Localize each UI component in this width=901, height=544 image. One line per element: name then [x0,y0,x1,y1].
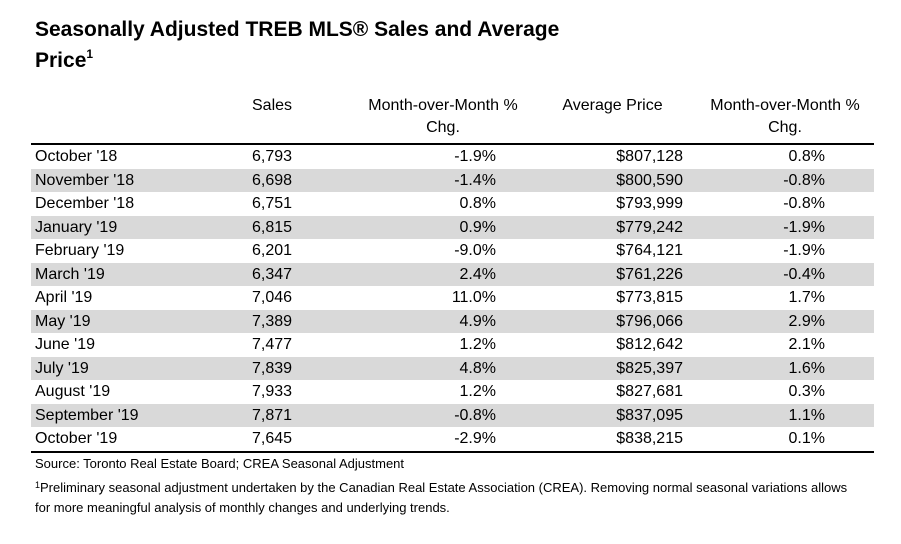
cell-month: July '19 [35,359,89,377]
cell-sales-change: 11.0% [451,289,496,306]
cell-price-change: -0.8% [783,171,825,189]
cell-average-price: $761,226 [616,265,683,283]
cell-sales: 7,839 [252,359,293,377]
cell-month: August '19 [35,383,111,400]
cell-month: March '19 [35,265,105,283]
cell-sales-change: 2.4% [459,265,496,283]
cell-month: June '19 [35,336,95,353]
table-top-rule [31,143,874,145]
cell-sales: 7,933 [252,383,293,400]
cell-sales-change: -9.0% [454,242,496,259]
cell-average-price: $764,121 [616,242,683,259]
footnote-marker: 1 [35,480,41,490]
cell-average-price: $827,681 [616,383,683,400]
cell-average-price: $812,642 [616,336,683,353]
table-row: October '19 7,645 -2.9% $838,215 0.1% [31,427,874,451]
footnote: 1Preliminary seasonal adjustment underta… [35,478,865,518]
header-sales-mom-change: Month-over-Month % Chg. [368,97,518,136]
cell-price-change: 0.1% [788,430,825,447]
table-row: May '19 7,389 4.9% $796,066 2.9% [31,309,874,333]
cell-sales-change: -1.9% [454,148,496,165]
table-title-text: Seasonally Adjusted TREB MLS® Sales and … [35,18,560,72]
cell-month: December '18 [35,195,135,212]
cell-sales-change: -2.9% [454,430,496,447]
table-row: January '19 6,815 0.9% $779,242 -1.9% [31,215,874,239]
cell-price-change: 0.3% [788,383,825,400]
cell-average-price: $837,095 [616,406,683,424]
cell-price-change: 1.6% [788,359,825,377]
table-row: July '19 7,839 4.8% $825,397 1.6% [31,356,874,380]
cell-sales-change: -1.4% [454,171,496,189]
cell-price-change: 1.7% [788,289,825,306]
cell-sales-change: -0.8% [454,406,496,424]
cell-sales: 7,477 [252,336,293,353]
cell-sales: 7,645 [252,430,293,447]
cell-sales-change: 0.9% [459,218,496,236]
table-row: October '18 6,793 -1.9% $807,128 0.8% [31,145,874,169]
cell-sales: 6,201 [252,242,293,259]
table-row: February '19 6,201 -9.0% $764,121 -1.9% [31,239,874,263]
cell-month: February '19 [35,242,125,259]
cell-sales-change: 1.2% [459,336,496,353]
cell-sales-change: 4.8% [459,359,496,377]
cell-price-change: -1.9% [783,218,825,236]
cell-average-price: $807,128 [616,148,683,165]
cell-sales-change: 1.2% [459,383,496,400]
title-footnote-marker: 1 [86,47,94,61]
cell-sales: 7,871 [252,406,293,424]
table-row: December '18 6,751 0.8% $793,999 -0.8% [31,192,874,216]
cell-average-price: $779,242 [616,218,683,236]
table-row: November '18 6,698 -1.4% $800,590 -0.8% [31,168,874,192]
cell-average-price: $773,815 [616,289,683,306]
source-note: Source: Toronto Real Estate Board; CREA … [35,456,405,471]
cell-price-change: 2.1% [788,336,825,353]
cell-price-change: 2.9% [788,312,825,330]
table-body: October '18 6,793 -1.9% $807,128 0.8% Novembe… [31,145,874,451]
table-row: August '19 7,933 1.2% $827,681 0.3% [31,380,874,404]
cell-sales: 6,751 [252,195,293,212]
cell-sales: 6,793 [252,148,293,165]
footnote-text: Preliminary seasonal adjustment undertak… [35,480,848,515]
table-row: April '19 7,046 11.0% $773,815 1.7% [31,286,874,310]
cell-sales: 7,389 [252,312,293,330]
header-average-price: Average Price [562,97,663,114]
cell-price-change: -0.4% [783,265,825,283]
cell-month: October '19 [35,430,118,447]
table-row: September '19 7,871 -0.8% $837,095 1.1% [31,403,874,427]
table-bottom-rule [31,451,874,453]
cell-sales: 7,046 [252,289,293,306]
cell-sales-change: 4.9% [459,312,496,330]
table-row: June '19 7,477 1.2% $812,642 2.1% [31,333,874,357]
cell-month: January '19 [35,218,118,236]
table-title: Seasonally Adjusted TREB MLS® Sales and … [35,14,595,76]
cell-average-price: $793,999 [616,195,683,212]
cell-average-price: $796,066 [616,312,683,330]
cell-price-change: -0.8% [783,195,825,212]
table-row: March '19 6,347 2.4% $761,226 -0.4% [31,262,874,286]
cell-average-price: $800,590 [616,171,683,189]
cell-sales: 6,698 [252,171,293,189]
cell-month: April '19 [35,289,93,306]
cell-sales-change: 0.8% [459,195,496,212]
cell-price-change: 0.8% [788,148,825,165]
header-price-mom-change: Month-over-Month % Chg. [710,97,860,136]
cell-sales: 6,815 [252,218,293,236]
header-sales: Sales [252,97,293,114]
cell-month: October '18 [35,148,118,165]
cell-average-price: $825,397 [616,359,683,377]
cell-month: September '19 [35,406,139,424]
cell-month: May '19 [35,312,91,330]
cell-average-price: $838,215 [616,430,683,447]
cell-price-change: -1.9% [783,242,825,259]
cell-sales: 6,347 [252,265,293,283]
cell-month: November '18 [35,171,135,189]
cell-price-change: 1.1% [788,406,825,424]
